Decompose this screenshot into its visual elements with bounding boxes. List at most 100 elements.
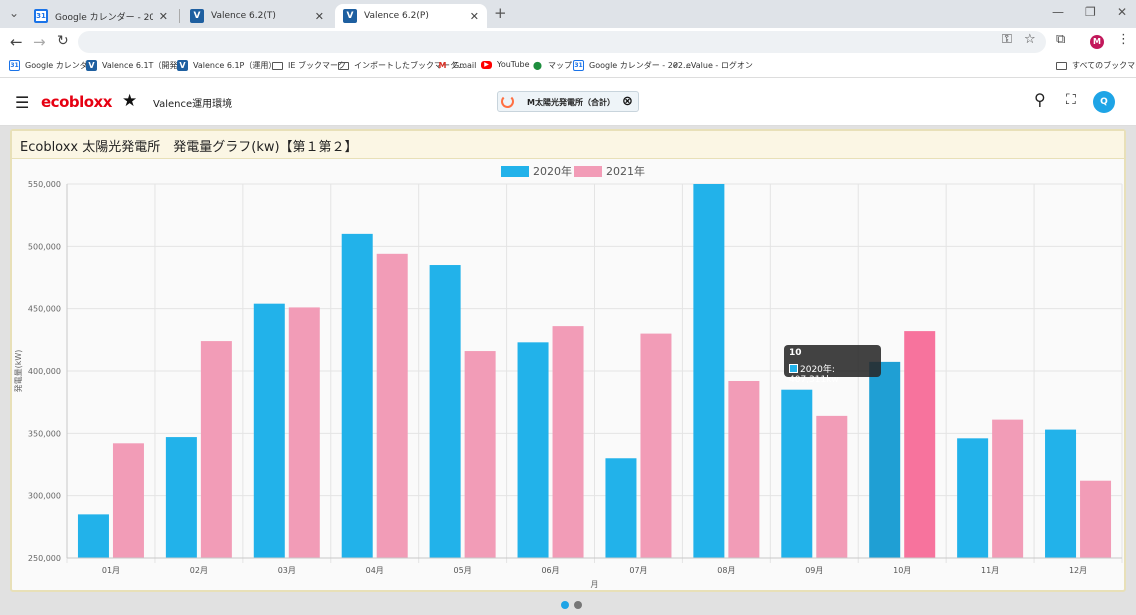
x-tick-label: 12月: [1069, 566, 1087, 575]
station-selector[interactable]: M太陽光発電所（合計） ⊗: [497, 91, 639, 112]
user-avatar[interactable]: Q: [1093, 91, 1115, 113]
pager-dot-active[interactable]: [561, 601, 569, 609]
bar-series2: [904, 331, 936, 558]
tab-valence-t[interactable]: V Valence 6.2(T) ✕: [182, 4, 332, 28]
legend-label: 2021年: [606, 164, 645, 178]
bar-series1: [693, 184, 725, 558]
calendar-icon: 31: [9, 60, 20, 71]
y-tick-label: 450,000: [28, 305, 61, 314]
x-tick-label: 05月: [454, 566, 472, 575]
bookmark-valence-61p[interactable]: V Valence 6.1P（運用）: [177, 60, 276, 71]
x-tick-label: 10月: [893, 566, 911, 575]
tooltip-title: 10: [789, 348, 802, 358]
bookmark-ie-folder[interactable]: IE ブックマーク: [272, 60, 346, 71]
bookmark-evalue[interactable]: ✔ eValue - ログオン: [670, 60, 753, 71]
bookmarks-bar: 31 Google カレンダー V Valence 6.1T（開発） V Valenc…: [0, 56, 1136, 78]
bar-series1: [781, 389, 813, 558]
bar-series1: [429, 265, 461, 558]
bookmark-valence-61t[interactable]: V Valence 6.1T（開発）: [86, 60, 185, 71]
bar-series1: [165, 437, 197, 558]
password-key-icon[interactable]: ⚿: [1002, 32, 1012, 47]
bookmark-maps[interactable]: ⬤ マップ: [533, 61, 572, 70]
bar-series1: [341, 233, 373, 558]
bar-series1: [253, 303, 285, 558]
reload-icon[interactable]: ↻: [57, 33, 69, 49]
calendar-icon: 31: [573, 60, 584, 71]
browser-tab-bar: ⌄ 31 Google カレンダー - 2024年 6月 30日 ✕ V Val…: [0, 0, 1136, 28]
y-tick-label: 300,000: [28, 492, 61, 501]
tab-search-icon[interactable]: ⌄: [9, 6, 20, 20]
valence-icon: V: [86, 60, 97, 71]
back-arrow-icon[interactable]: ←: [10, 33, 23, 51]
bar-series2: [816, 415, 848, 558]
bar-series1: [869, 361, 901, 558]
bookmark-youtube[interactable]: ▶ YouTube: [481, 60, 530, 69]
legend-swatch: [501, 166, 529, 177]
x-tick-label: 11月: [981, 566, 999, 575]
y-tick-label: 350,000: [28, 429, 61, 438]
extensions-icon[interactable]: ⧉: [1056, 32, 1066, 47]
minimize-icon[interactable]: —: [1052, 5, 1064, 19]
bar-series2: [728, 380, 760, 558]
y-axis-title: 発電量(kW): [14, 350, 23, 393]
x-tick-label: 01月: [102, 566, 120, 575]
bookmark-imported-folder[interactable]: インポートしたブックマーク...: [338, 60, 466, 71]
bar-series2: [112, 443, 144, 558]
valence-icon: V: [177, 60, 188, 71]
fullscreen-icon[interactable]: ⛶: [1066, 92, 1076, 108]
bar-series1: [1045, 429, 1077, 558]
menu-dots-icon[interactable]: ⋮: [1117, 32, 1130, 47]
hamburger-menu-icon[interactable]: ☰: [15, 93, 30, 112]
y-tick-label: 400,000: [28, 367, 61, 376]
close-tab-icon[interactable]: ✕: [314, 9, 324, 23]
new-tab-button[interactable]: +: [494, 4, 507, 22]
bookmark-star-icon[interactable]: ☆: [1024, 32, 1036, 47]
tab-google-calendar[interactable]: 31 Google カレンダー - 2024年 6月 30日 ✕: [26, 4, 176, 28]
bookmark-gmail[interactable]: M Gmail: [438, 61, 477, 70]
tooltip-swatch: [789, 364, 798, 373]
bar-series1: [957, 438, 989, 558]
search-icon[interactable]: ⚲: [1034, 90, 1046, 109]
folder-icon: [272, 61, 283, 70]
folder-icon: [338, 61, 349, 70]
bookmark-google-calendar[interactable]: 31 Google カレンダー: [9, 60, 96, 71]
bar-series1: [605, 458, 637, 558]
all-bookmarks-folder[interactable]: すべてのブックマーク: [1056, 60, 1136, 71]
bar-series2: [464, 351, 496, 558]
tooltip-body: 2020年: 407,311kw: [789, 364, 839, 385]
close-window-icon[interactable]: ✕: [1117, 5, 1128, 19]
y-tick-label: 500,000: [28, 242, 61, 251]
ecobloxx-logo[interactable]: ecobloxx: [41, 93, 112, 111]
gmail-icon: M: [438, 61, 447, 70]
youtube-icon: ▶: [481, 60, 492, 69]
x-tick-label: 02月: [190, 566, 208, 575]
bar-series2: [552, 326, 584, 558]
chart-tooltip: 10 2020年: 407,311kw: [784, 345, 881, 385]
tab-valence-p[interactable]: V Valence 6.2(P) ✕: [335, 4, 487, 28]
pager-dot[interactable]: [574, 601, 582, 609]
legend-swatch: [574, 166, 602, 177]
environment-label: Valence運用環境: [153, 99, 233, 110]
y-tick-label: 250,000: [28, 554, 61, 563]
forward-arrow-icon[interactable]: →: [33, 33, 46, 51]
folder-icon: [1056, 61, 1067, 70]
address-bar[interactable]: [78, 31, 1046, 53]
favorite-star-icon[interactable]: ★: [122, 91, 138, 111]
maps-icon: ⬤: [533, 61, 542, 70]
bar-series1: [77, 514, 109, 558]
x-axis-title: 月: [591, 580, 599, 589]
x-tick-label: 07月: [629, 566, 647, 575]
valence-icon: V: [343, 9, 357, 23]
bar-series2: [376, 253, 408, 558]
restore-icon[interactable]: ❐: [1085, 5, 1096, 19]
panel-title: Ecobloxx 太陽光発電所 発電量グラフ(kw)【第１第２】: [12, 131, 1124, 159]
generation-bar-chart: 250,000 300,000 350,000 400,000 450,000 500,0…: [14, 164, 1123, 589]
close-tab-icon[interactable]: ✕: [158, 9, 168, 23]
profile-avatar[interactable]: M: [1090, 35, 1104, 49]
close-tab-icon[interactable]: ✕: [469, 9, 479, 23]
bar-series2: [288, 307, 320, 558]
evalue-icon: ✔: [672, 61, 679, 70]
clear-station-icon[interactable]: ⊗: [622, 94, 633, 109]
bar-series2: [640, 333, 672, 558]
bookmark-google-calendar-2[interactable]: 31 Google カレンダー - 202...: [573, 60, 691, 71]
